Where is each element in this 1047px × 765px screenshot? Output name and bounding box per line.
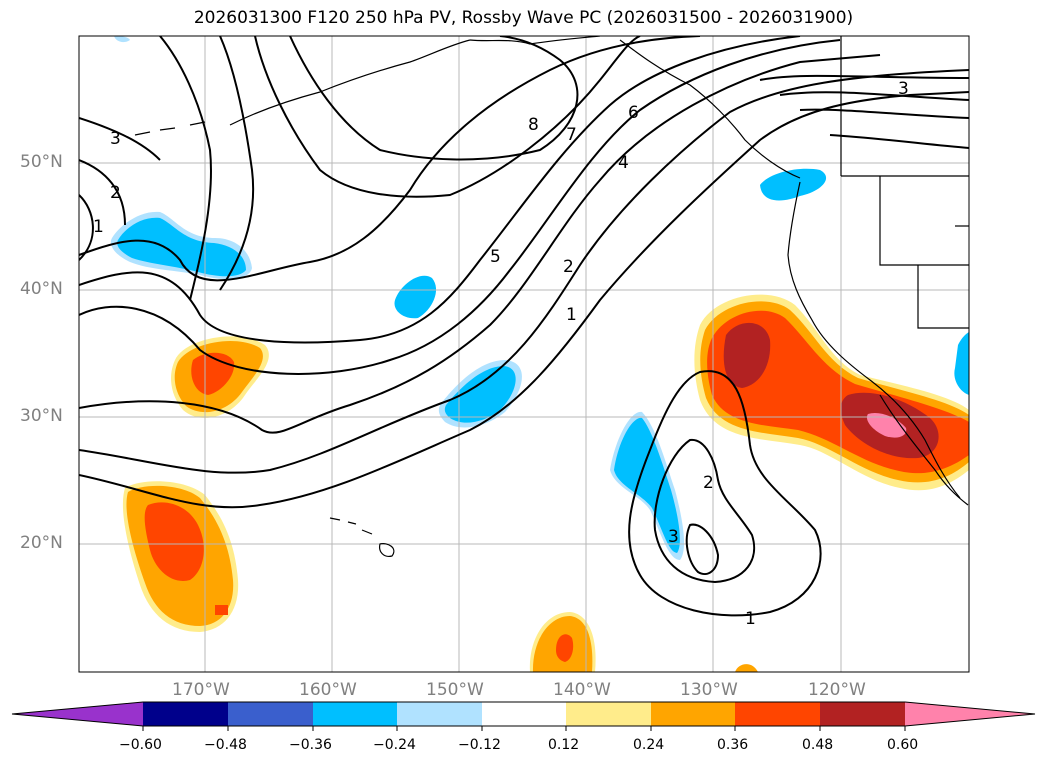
- contour-label: 6: [628, 103, 639, 123]
- contour-label: 4: [618, 153, 629, 173]
- colorbar-tick-label: 0.24: [633, 737, 665, 753]
- lon-label: 150°W: [426, 680, 484, 700]
- lat-label: 50°N: [20, 152, 63, 172]
- colorbar-segment: [143, 702, 228, 726]
- contour-label: 2: [563, 257, 574, 277]
- contour-label: 3: [898, 79, 909, 99]
- lat-label: 40°N: [20, 279, 63, 299]
- contour-label: 2: [110, 183, 121, 203]
- lat-label: 20°N: [20, 533, 63, 553]
- lon-label: 160°W: [299, 680, 357, 700]
- colorbar-tick-label: 0.12: [548, 737, 580, 753]
- negative-anomaly-shading: [110, 36, 969, 560]
- colorbar-segment: [228, 702, 313, 726]
- colorbar-extend-max: [905, 702, 1035, 726]
- contour-label: 8: [528, 115, 539, 135]
- contour-label: 1: [93, 217, 104, 237]
- colorbar-tick-label: 0.36: [717, 737, 749, 753]
- colorbar-tick-label: −0.36: [289, 737, 332, 753]
- colorbar-tick-label: −0.60: [119, 737, 162, 753]
- contour-label: 3: [668, 527, 679, 547]
- map-frame: [78, 35, 970, 673]
- map-title: 2026031300 F120 250 hPa PV, Rossby Wave …: [193, 8, 854, 28]
- colorbar-segment: [566, 702, 651, 726]
- colorbar-tick-label: −0.24: [373, 737, 416, 753]
- colorbar-tick-label: −0.12: [458, 737, 501, 753]
- contour-label: 1: [566, 305, 577, 325]
- contour-label: 3: [110, 129, 121, 149]
- lat-label: 30°N: [20, 406, 63, 426]
- contour-label: 1: [745, 609, 756, 629]
- colorbar-extend-min: [12, 702, 143, 726]
- lon-label: 130°W: [680, 680, 738, 700]
- colorbar: [11, 701, 1036, 731]
- colorbar-segment: [820, 702, 905, 726]
- pv-contours: [79, 36, 969, 617]
- positive-anomaly-shading: [122, 294, 969, 672]
- colorbar-segment: [313, 702, 397, 726]
- contour-labels: 3 2 1 8 7 6 4 3 5 2 1 2 3 1: [93, 79, 909, 629]
- contour-label: 5: [490, 247, 501, 267]
- colorbar-segment: [397, 702, 482, 726]
- lon-label: 140°W: [553, 680, 611, 700]
- colorbar-segment: [482, 702, 566, 726]
- contour-label: 7: [566, 125, 577, 145]
- colorbar-segment: [651, 702, 735, 726]
- map-plot-area: 3 2 1 8 7 6 4 3 5 2 1 2 3 1: [79, 36, 969, 672]
- colorbar-segment: [735, 702, 820, 726]
- lon-label: 120°W: [808, 680, 866, 700]
- contour-label: 2: [703, 473, 714, 493]
- lon-label: 170°W: [172, 680, 230, 700]
- colorbar-tick-label: 0.60: [887, 737, 919, 753]
- colorbar-tick-label: −0.48: [204, 737, 247, 753]
- colorbar-tick-label: 0.48: [802, 737, 834, 753]
